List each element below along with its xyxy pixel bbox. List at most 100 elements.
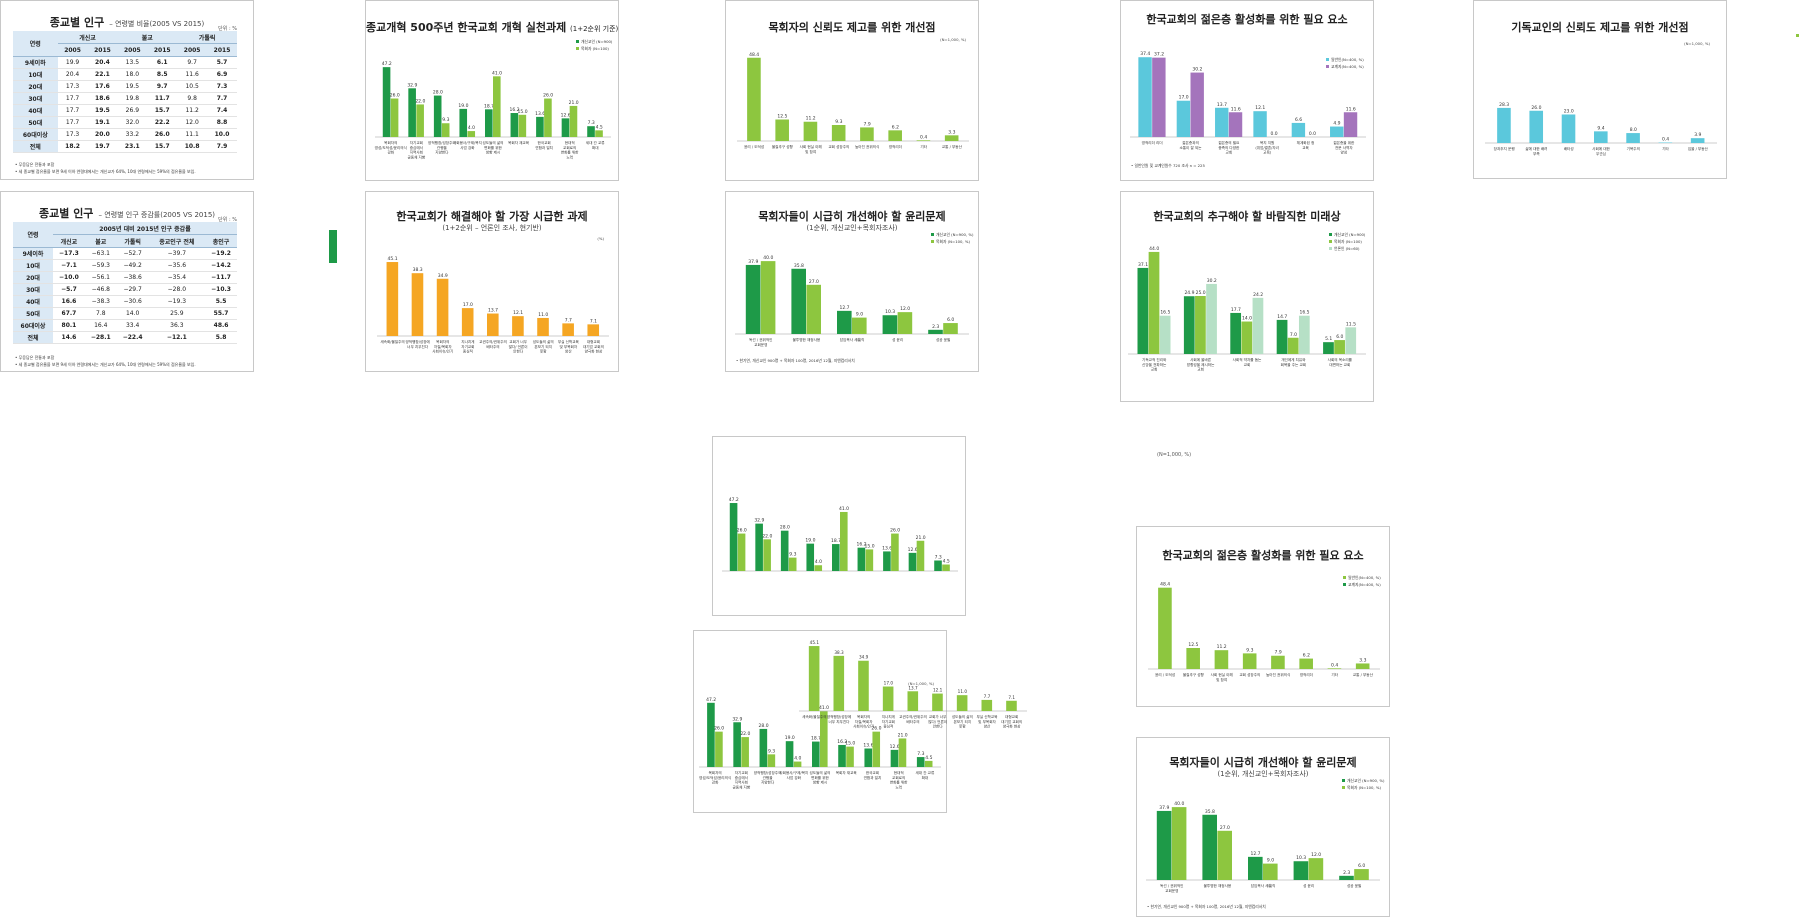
table-row: 40대 16.6 −38.3 −30.6 −19.3 5.5 — [13, 295, 237, 308]
data-label: 28.0 — [759, 723, 769, 729]
table-cell: −35.6 — [148, 259, 206, 272]
bar-reform-s1-5 — [518, 114, 527, 137]
category-label: 성 윤리 — [1303, 883, 1314, 888]
bar-youth-s0-2 — [1215, 107, 1229, 137]
bar-overlap-s0-3 — [785, 741, 794, 767]
data-label: 0.4 — [920, 134, 927, 140]
table-cell: 19.5 — [117, 80, 148, 93]
bar-urgent-s0-6 — [537, 317, 549, 336]
data-label: 26.0 — [1531, 105, 1541, 111]
stray-unit-label: (N=1,000, %) — [1157, 452, 1192, 458]
legend-label: 교계지(N=400, %) — [1348, 582, 1381, 587]
data-label: 9.0 — [1267, 858, 1274, 864]
bar-youth-s1-0 — [1152, 57, 1166, 137]
data-label: 3.3 — [948, 129, 955, 135]
table-cell: 20.0 — [87, 128, 118, 141]
chart-title: 한국교회의 젊은층 활성화를 위한 필요 요소 — [1162, 549, 1364, 562]
bar-ethics-s1-4 — [943, 323, 958, 334]
data-label: 13.6 — [863, 743, 873, 749]
legend-swatch — [1343, 576, 1346, 579]
row-label: 40대 — [13, 104, 58, 117]
table-cell: 19.8 — [117, 92, 148, 105]
data-label: 11.2 — [806, 116, 816, 122]
data-label: 18.7 — [811, 736, 821, 742]
data-label: 12.0 — [1311, 852, 1321, 858]
bar-future-s1-2 — [1241, 321, 1253, 354]
table-cell: −46.8 — [84, 283, 117, 296]
data-label: 34.9 — [859, 655, 869, 660]
category-label: 높아진 권위의식 — [855, 144, 879, 149]
category-label: 독선 / 권위적인 교회운영 — [749, 337, 772, 347]
data-label: 5.1 — [1325, 336, 1332, 342]
legend-swatch — [1329, 240, 1332, 243]
table-cell: 33.4 — [116, 319, 149, 332]
table-cell: 55.7 — [205, 307, 237, 320]
data-label: 12.5 — [777, 114, 787, 120]
category-label: 불투명한 재정사용 — [793, 337, 821, 342]
data-label: 7.1 — [1008, 695, 1015, 700]
category-label: 목회자 재교육 — [836, 770, 858, 775]
table-subheader: 2015 — [207, 43, 237, 57]
table-row: 50대 67.7 7.8 14.0 25.9 55.7 — [13, 307, 237, 320]
data-label: 30.2 — [1207, 278, 1217, 284]
bar-youth-s1-2 — [1228, 112, 1243, 137]
table-cell: 16.4 — [84, 319, 117, 332]
bar-overlap-s0-0 — [707, 702, 715, 767]
bar-reform-copy-s0-0 — [729, 503, 738, 571]
table-cell: 16.6 — [53, 295, 85, 308]
chart-unit: (N=1,000, %) — [1684, 41, 1710, 46]
data-label: 14.0 — [1242, 316, 1252, 322]
table-row: 10대 20.4 22.1 18.0 8.5 11.6 6.9 — [13, 68, 237, 81]
category-label: 양적팽창/성장주의 관행을 지양한다 — [754, 770, 782, 785]
data-label: 25.0 — [1196, 290, 1206, 296]
row-label: 전체 — [13, 140, 58, 153]
data-label: 12.1 — [1255, 105, 1265, 111]
data-label: 9.3 — [768, 748, 775, 754]
category-label: 담임목사 세襲직 — [1251, 883, 1276, 888]
table-cell: 22.2 — [147, 116, 178, 129]
bar-reform-copy-s1-3 — [814, 565, 823, 571]
bar-reform-copy-s0-1 — [755, 523, 763, 571]
table-cell: 7.7 — [207, 92, 237, 105]
table-row: 9세이하 −17.3 −63.1 −52.7 −39.7 −19.2 — [13, 247, 237, 260]
bar-reform-s1-3 — [467, 131, 476, 137]
category-label: 높아진 권위의식 — [1266, 672, 1290, 677]
category-label: 윤리 / 도덕성 — [1155, 672, 1175, 677]
chart-subtitle: (1순위, 개신교인+목회자조사) — [806, 224, 898, 232]
data-label: 11.5 — [1346, 321, 1356, 327]
table-cell: 11.7 — [147, 92, 178, 105]
data-label: 6.0 — [1358, 863, 1365, 869]
bar-future-s2-3 — [1298, 315, 1310, 354]
bar-future-s0-1 — [1183, 296, 1195, 354]
data-label: 19.0 — [458, 103, 468, 109]
age-ratio-table: 연령 개신교 불교 가톨릭 2005 2015 2005 2015 2005 2… — [13, 31, 237, 153]
data-label: 6.2 — [892, 124, 899, 130]
bar-youth-s0-3 — [1253, 111, 1267, 137]
bar-reform-copy-s0-5 — [857, 547, 866, 571]
legend-swatch — [931, 240, 934, 243]
data-label: 38.3 — [834, 650, 844, 655]
category-label: 양적팽창/성장주의 관행을 지양한다 — [428, 140, 456, 155]
legend-swatch — [931, 233, 934, 236]
table-subheader: 총인구 — [205, 234, 237, 248]
bar-reform-copy-s1-2 — [788, 557, 797, 571]
bar-reform-s0-6 — [536, 116, 544, 137]
data-label: 10.3 — [1296, 855, 1306, 861]
chart-unit: (N=1,000, %) — [908, 681, 934, 686]
table-row: 20대 −10.0 −56.1 −38.6 −35.4 −11.7 — [13, 271, 237, 284]
bar-reform-s0-7 — [561, 118, 570, 137]
table-cell: 6.9 — [207, 68, 237, 81]
data-label: 47.2 — [729, 497, 739, 503]
bar-reform-s1-0 — [390, 98, 399, 137]
data-label: 0.4 — [1662, 137, 1669, 143]
category-label: 자기교회 중심에서 지역사회 공동체 지향 — [407, 140, 425, 159]
data-label: 26.0 — [390, 93, 400, 99]
table-cell: −30.6 — [116, 295, 149, 308]
chart-title: 목회자들이 시급히 개선해야 할 윤리문제 — [758, 210, 946, 223]
category-label: 교권주의/권위주의 배타주의 — [479, 339, 507, 349]
row-label: 9세이하 — [13, 247, 53, 260]
category-label: 교회가 너무 많다/ 언론이 안한다 — [509, 339, 528, 354]
data-label: 12.1 — [513, 310, 523, 316]
bar-reform-s1-6 — [544, 98, 552, 137]
table-cell: 5.8 — [205, 331, 237, 344]
